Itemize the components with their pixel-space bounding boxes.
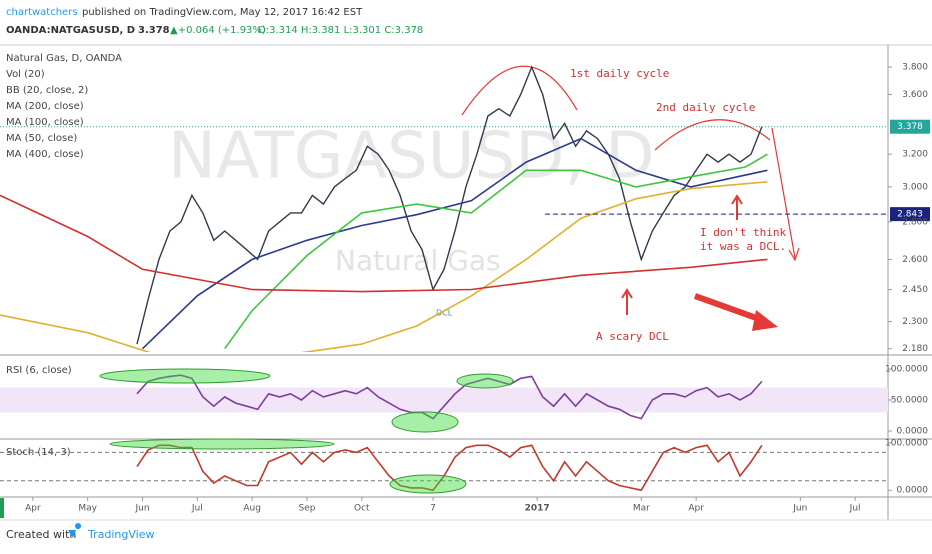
highlight	[99, 368, 271, 384]
y-tick-label: 2.180	[902, 344, 928, 354]
y-tick-label: 3.600	[902, 90, 928, 100]
arrow	[693, 293, 764, 323]
series-line	[136, 444, 763, 492]
legend-entry: Natural Gas, D, OANDA	[6, 53, 122, 64]
annotation: A scary DCL	[596, 330, 669, 343]
price-tag	[890, 119, 930, 134]
last-price: 3.378	[138, 25, 170, 36]
highlight	[389, 474, 467, 494]
y-tick-label: 3.200	[902, 150, 928, 160]
x-tick-label: Apr	[688, 504, 704, 514]
x-tick-label: Jun	[792, 504, 807, 514]
x-tick-label: Jun	[134, 504, 149, 514]
legend-entry: Vol (20)	[6, 69, 45, 80]
series-line	[0, 181, 768, 352]
legend-entry: MA (50, close)	[6, 133, 77, 144]
highlight	[391, 411, 459, 433]
highlight	[109, 438, 335, 450]
y-tick-label: 3.800	[902, 63, 928, 73]
publisher[interactable]: chartwatchers	[6, 7, 78, 18]
price-tag	[890, 207, 930, 222]
footer-brand[interactable]: TradingView	[87, 528, 154, 541]
pane	[0, 374, 888, 420]
annotation: 2nd daily cycle	[656, 101, 755, 114]
y-tick-label: 2.450	[902, 285, 928, 295]
x-tick-label: Jul	[191, 504, 203, 514]
series-line	[224, 153, 768, 350]
change: ▲+0.064 (+1.93%)	[170, 25, 266, 36]
x-tick-label: Mar	[633, 504, 650, 514]
pane-title: Stoch (14, 3)	[6, 447, 71, 458]
price-label: 2.843	[897, 210, 923, 220]
legend-entry: MA (100, close)	[6, 117, 84, 128]
cycle-arc	[654, 119, 771, 151]
footer-text: Created with	[6, 528, 76, 541]
arrow	[731, 194, 743, 220]
arrow	[752, 310, 778, 331]
published: published on TradingView.com, May 12, 20…	[82, 7, 363, 18]
y-tick-label: 2.800	[902, 217, 928, 227]
pane	[0, 65, 768, 352]
x-tick-label: Sep	[298, 504, 315, 514]
x-tick-label: Aug	[243, 504, 261, 514]
x-tick-label: 7	[430, 504, 436, 514]
symbol: OANDA:NATGASUSD, D	[6, 25, 135, 36]
marker	[0, 498, 4, 518]
arrow	[771, 127, 800, 262]
legend-entry: MA (200, close)	[6, 101, 84, 112]
x-tick-label: Oct	[354, 504, 370, 514]
price-label: 3.378	[897, 122, 923, 132]
series-line	[0, 194, 768, 293]
cycle-arc	[461, 65, 578, 116]
ohlc: O:3.314 H:3.381 L:3.301 C:3.378	[258, 25, 423, 36]
series-line	[141, 137, 768, 350]
band	[0, 387, 888, 413]
series-line	[136, 65, 763, 345]
annotation: it was a DCL.	[700, 240, 786, 253]
watermark: NATGASUSD, D	[168, 120, 655, 194]
x-tick-label: Jul	[849, 504, 861, 514]
pane	[0, 444, 888, 492]
x-tick-label: Apr	[25, 504, 41, 514]
y-tick-label: 2.600	[902, 255, 928, 265]
y-tick-label: 100.0000	[885, 364, 928, 374]
x-tick-label: May	[78, 504, 97, 514]
x-tick-label: 2017	[525, 504, 550, 514]
legend-entry: BB (20, close, 2)	[6, 85, 88, 96]
annotation: DCL	[436, 309, 453, 318]
arrow	[621, 288, 633, 315]
y-tick-label: 100.0000	[885, 438, 928, 448]
logo	[68, 523, 82, 538]
y-tick-label: 3.000	[902, 182, 928, 192]
legend-entry: MA (400, close)	[6, 149, 84, 160]
annotation: 1st daily cycle	[570, 67, 669, 80]
y-tick-label: 2.300	[902, 317, 928, 327]
annotation: I don't think	[700, 226, 786, 239]
y-tick-label: 50.0000	[891, 395, 928, 405]
pane-title: RSI (6, close)	[6, 365, 72, 376]
y-tick-label: 0.0000	[897, 486, 929, 496]
highlight	[456, 373, 514, 389]
series-line	[136, 374, 763, 420]
watermark: Natural Gas	[335, 244, 501, 277]
y-tick-label: 0.0000	[897, 426, 929, 436]
